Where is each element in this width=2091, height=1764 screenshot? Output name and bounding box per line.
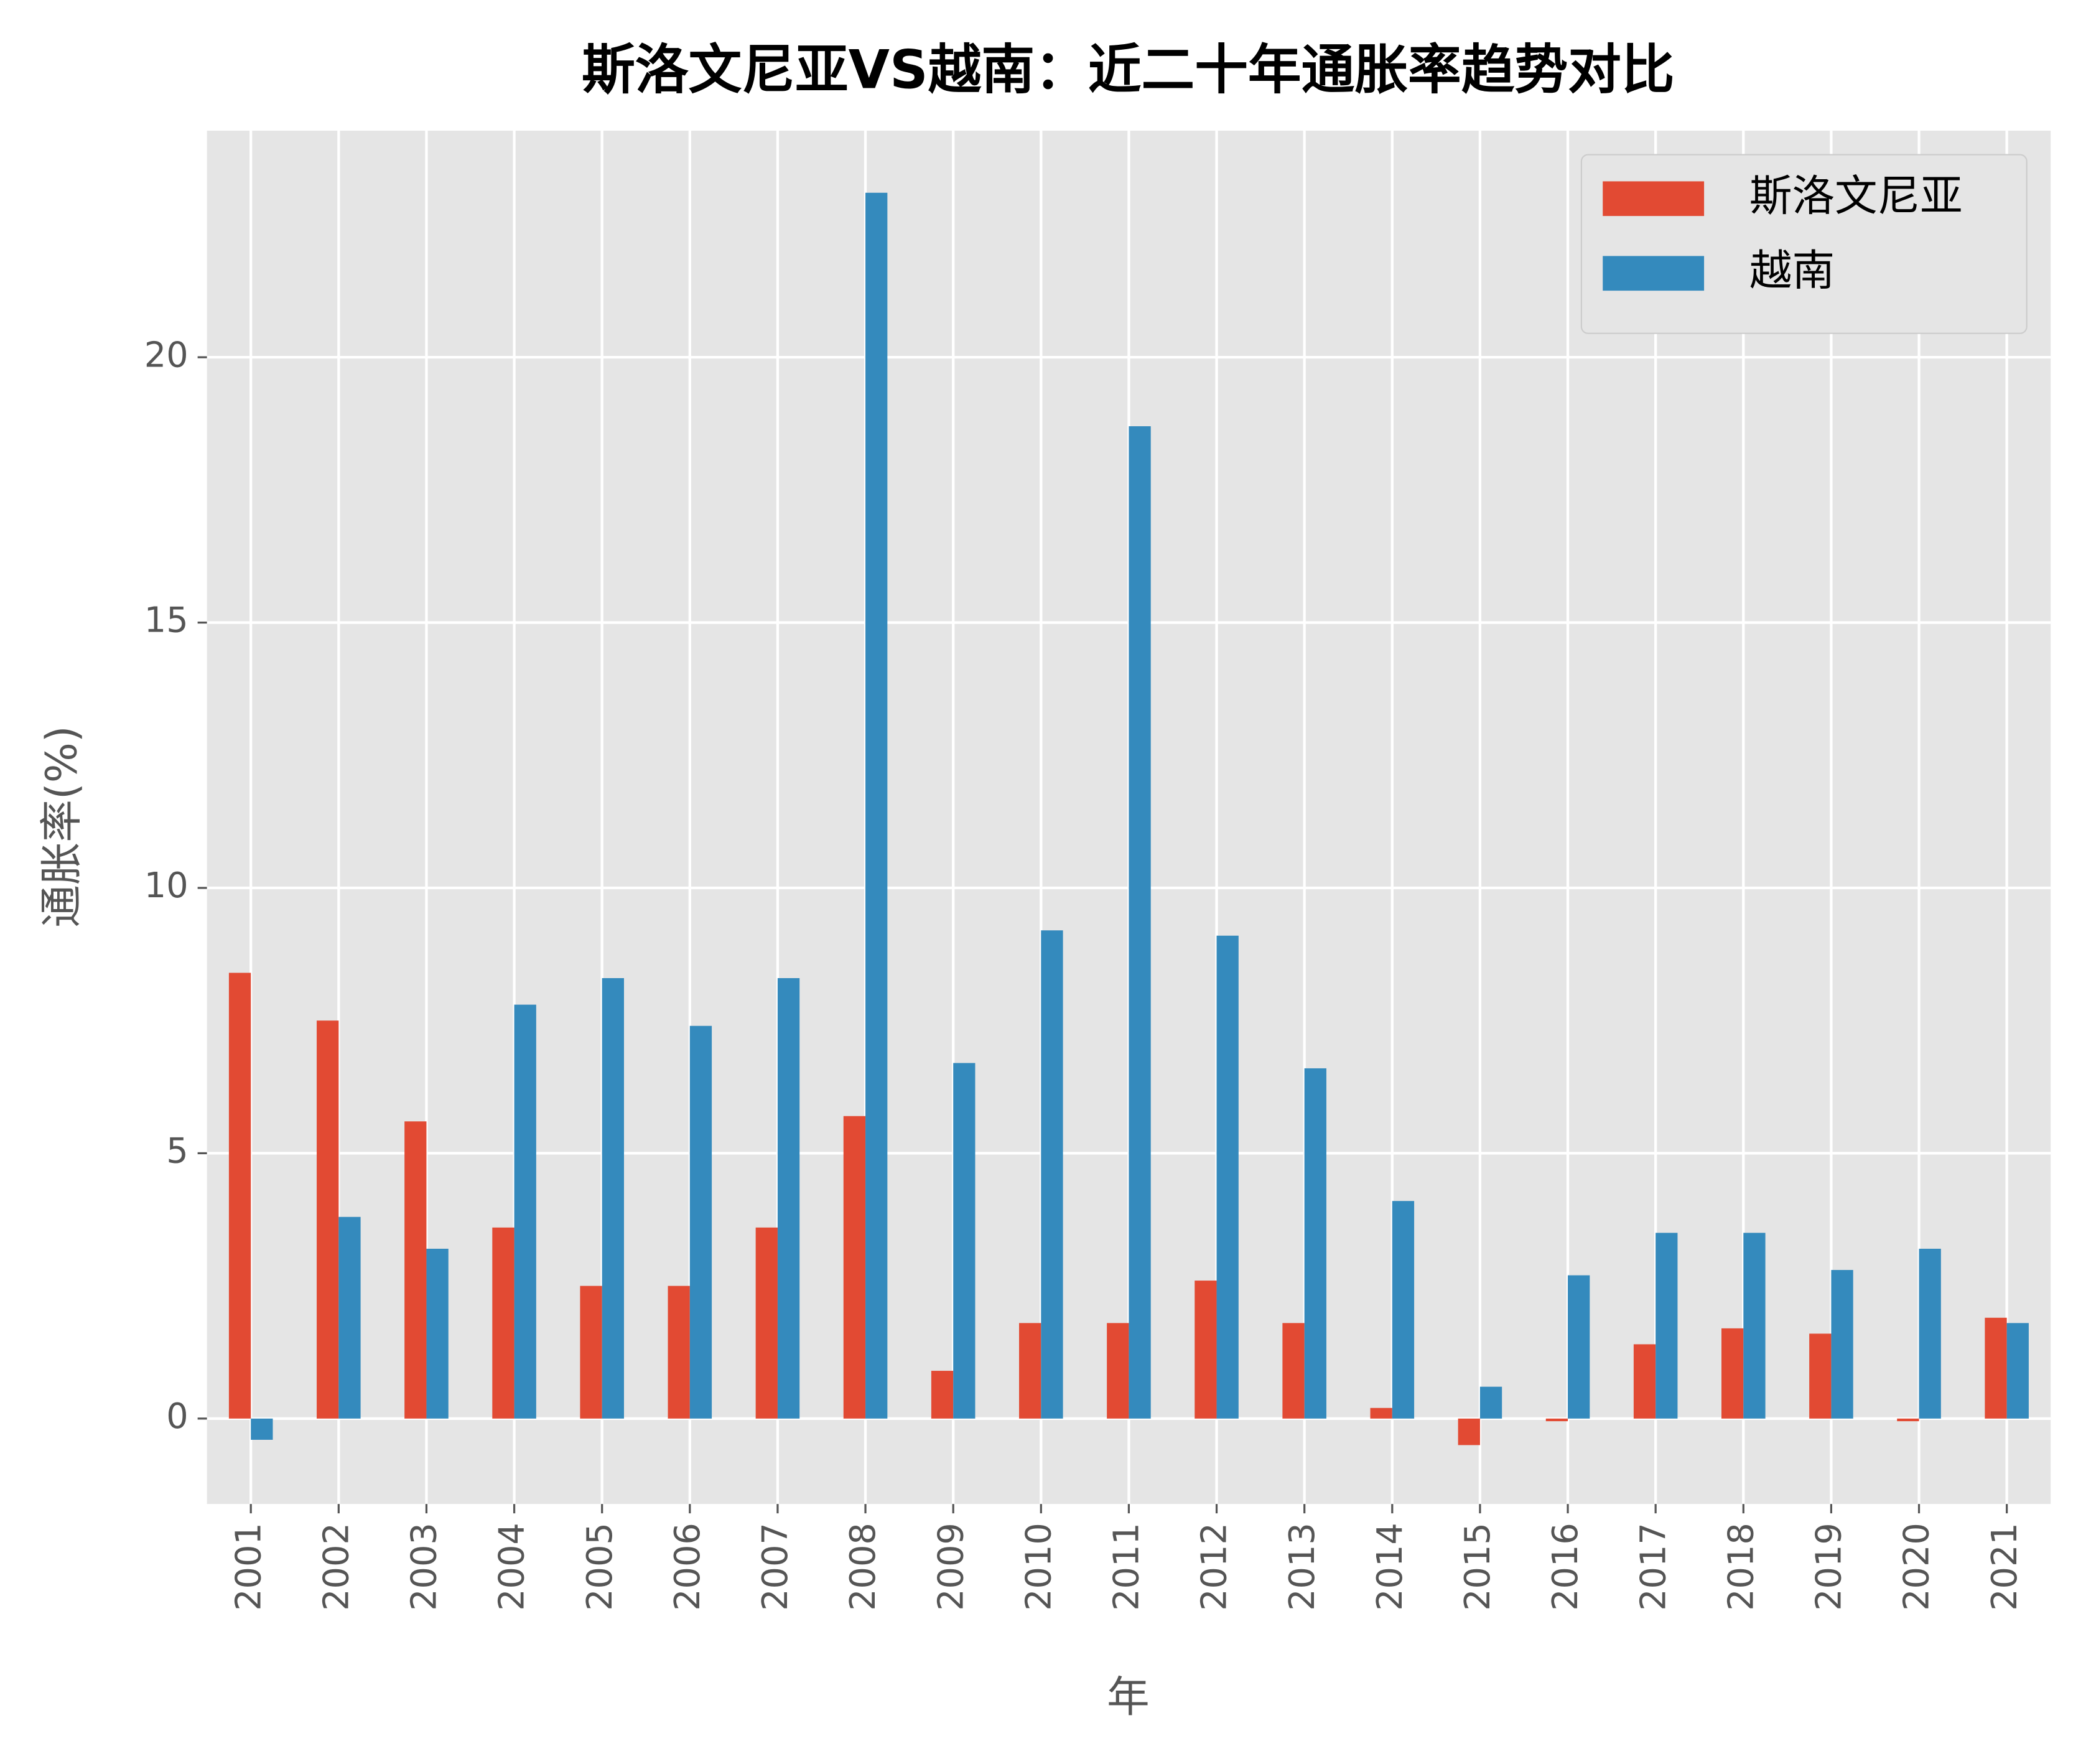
x-tick-label: 2011 xyxy=(1107,1523,1147,1611)
y-tick-label: 20 xyxy=(144,335,189,375)
bar xyxy=(426,1248,449,1419)
bar xyxy=(953,1063,976,1419)
x-tick-label: 2017 xyxy=(1633,1523,1674,1611)
x-tick-label: 2019 xyxy=(1809,1523,1850,1611)
bar xyxy=(1195,1281,1217,1419)
bar xyxy=(228,973,251,1419)
chart-title: 斯洛文尼亚VS越南：近二十年通胀率趋势对比 xyxy=(582,39,1674,101)
bar xyxy=(1129,426,1151,1419)
bar xyxy=(1545,1418,1568,1422)
bar xyxy=(931,1371,954,1419)
bar xyxy=(689,1025,712,1419)
bar xyxy=(1633,1344,1656,1419)
bar xyxy=(1041,930,1063,1419)
bar xyxy=(1370,1407,1392,1419)
bar xyxy=(755,1227,778,1419)
bar xyxy=(492,1227,515,1419)
bar xyxy=(1743,1233,1766,1419)
legend-swatch xyxy=(1603,256,1705,291)
bar xyxy=(1721,1328,1744,1419)
y-tick-label: 10 xyxy=(144,866,189,906)
bar xyxy=(1019,1323,1041,1419)
bar xyxy=(1107,1323,1129,1419)
x-tick-label: 2015 xyxy=(1458,1523,1498,1611)
x-tick-label: 2002 xyxy=(316,1523,356,1611)
bar xyxy=(777,978,800,1419)
x-tick-label: 2020 xyxy=(1897,1523,1937,1611)
bar xyxy=(251,1418,273,1440)
x-tick-label: 2018 xyxy=(1721,1523,1761,1611)
x-tick-label: 2006 xyxy=(668,1523,708,1611)
x-tick-label: 2001 xyxy=(228,1523,269,1611)
y-tick-label: 0 xyxy=(166,1396,188,1437)
bar xyxy=(1656,1233,1678,1419)
bar xyxy=(1809,1333,1832,1419)
x-tick-label: 2012 xyxy=(1195,1523,1235,1611)
x-tick-label: 2009 xyxy=(931,1523,971,1611)
bar xyxy=(1282,1323,1305,1419)
y-tick-label: 5 xyxy=(166,1131,188,1172)
bar xyxy=(1458,1418,1480,1445)
bar xyxy=(602,978,624,1419)
x-tick-label: 2007 xyxy=(755,1523,796,1611)
bar xyxy=(1897,1418,1919,1422)
bar xyxy=(843,1116,866,1419)
bar xyxy=(2006,1323,2029,1419)
x-tick-label: 2005 xyxy=(580,1523,620,1611)
bar xyxy=(1985,1317,2007,1419)
x-tick-label: 2014 xyxy=(1370,1523,1410,1611)
bar xyxy=(1304,1068,1326,1419)
bar xyxy=(317,1020,339,1419)
bar xyxy=(1568,1275,1590,1419)
bar xyxy=(865,192,888,1419)
x-tick-label: 2008 xyxy=(843,1523,883,1611)
bar xyxy=(580,1286,602,1419)
bar xyxy=(1392,1201,1415,1419)
x-tick-label: 2004 xyxy=(492,1523,533,1611)
x-tick-label: 2010 xyxy=(1018,1523,1059,1611)
x-tick-label: 2003 xyxy=(404,1523,445,1611)
bar xyxy=(514,1004,536,1419)
x-tick-label: 2021 xyxy=(1985,1523,2025,1611)
bar xyxy=(1479,1386,1502,1419)
bar xyxy=(668,1286,690,1419)
bar xyxy=(338,1216,361,1419)
bar xyxy=(1919,1248,1941,1419)
bar xyxy=(1216,935,1239,1419)
bar xyxy=(404,1121,427,1419)
y-axis-label: 通胀率(%) xyxy=(37,726,86,927)
x-tick-label: 2013 xyxy=(1282,1523,1323,1611)
x-axis-label: 年 xyxy=(1107,1673,1150,1722)
legend-swatch xyxy=(1603,181,1705,217)
x-tick-label: 2016 xyxy=(1545,1523,1586,1611)
bar xyxy=(1831,1270,1853,1419)
y-tick-label: 15 xyxy=(144,600,189,641)
legend-label: 越南 xyxy=(1749,246,1835,296)
legend-label: 斯洛文尼亚 xyxy=(1749,171,1963,221)
